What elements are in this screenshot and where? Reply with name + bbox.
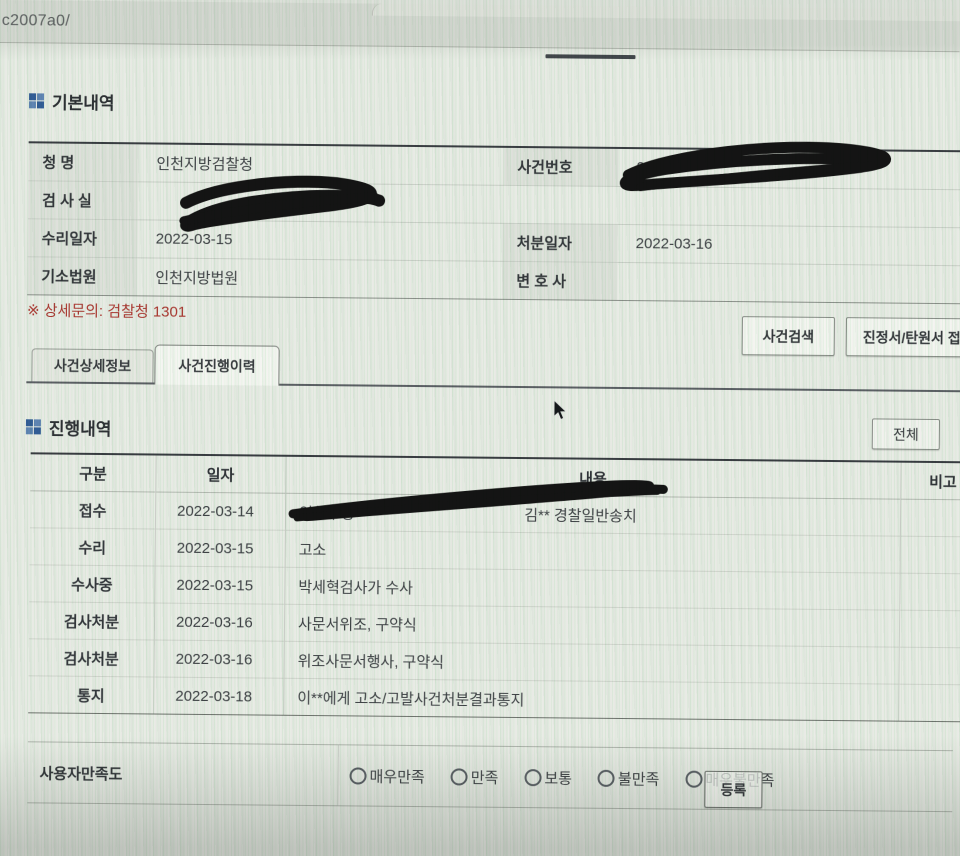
- progress-row: 통지 2022-03-18 이**에게 고소/고발사건처분결과통지: [28, 676, 960, 721]
- url-bar[interactable]: c2007a0/: [1, 12, 71, 30]
- row-date: 2022-03-15: [176, 539, 254, 557]
- row-type: 수사중: [71, 576, 113, 594]
- radio-label: 보통: [544, 769, 573, 788]
- disposition-date-label: 처분일자: [502, 223, 618, 262]
- col-content: 내용: [579, 470, 607, 488]
- contact-note: ※ 상세문의: 검찰청 1301: [26, 302, 187, 321]
- row-date: 2022-03-16: [175, 650, 253, 668]
- row-content: 이**에게 고소/고발사건처분결과통지: [297, 689, 525, 709]
- basic-title-text: 기본내역: [51, 93, 115, 114]
- dark-dash: [545, 54, 636, 60]
- satisfaction-row: 사용자만족도 매우만족 만족 보통 불만족: [27, 741, 953, 813]
- receipt-date-value: 2022-03-15: [155, 230, 233, 249]
- row-content-start: 인천부평: [299, 504, 355, 522]
- tab-case-detail[interactable]: 사건상세정보: [31, 348, 154, 383]
- case-no-value: 202: [618, 141, 960, 192]
- radio-circle-icon[interactable]: [524, 768, 542, 786]
- section-grid-icon-2: [25, 419, 41, 435]
- progress-table: 구분 일자 내용 비고 접수 2022-03-14 인천부평 김** 경찰일반송…: [28, 452, 960, 723]
- receipt-date-label: 수리일자: [27, 219, 138, 258]
- radio-circle-icon[interactable]: [450, 767, 468, 786]
- radio-label: 만족: [470, 769, 499, 787]
- disposition-date-value: 2022-03-16: [635, 235, 713, 253]
- basic-section-title: 기본내역: [28, 88, 115, 114]
- row-type: 수리: [78, 539, 107, 557]
- progress-section-title: 진행내역: [25, 414, 112, 440]
- case-no-visible-text: 202: [636, 159, 662, 177]
- mouse-cursor: [553, 399, 568, 420]
- court-value: 인천지방법원: [155, 269, 239, 288]
- row-content-end: 김** 경찰일반송치: [524, 506, 637, 525]
- row-content: 인천부평 김** 경찰일반송치: [285, 480, 900, 536]
- row-type: 통지: [76, 687, 105, 705]
- case-no-label: 사건번호: [503, 147, 619, 186]
- radio-label: 매우만족: [369, 768, 425, 786]
- row-date: 2022-03-14: [177, 502, 254, 520]
- radio-neutral[interactable]: 보통: [524, 767, 572, 788]
- office-label: 검 사 실: [27, 181, 139, 220]
- section-grid-icon: [28, 93, 45, 109]
- row-date: 2022-03-15: [176, 576, 254, 594]
- radio-circle-icon[interactable]: [685, 770, 703, 788]
- case-search-button[interactable]: 사건검색: [741, 316, 835, 357]
- all-button[interactable]: 전체: [871, 418, 941, 451]
- row-note-cell: [899, 574, 960, 611]
- petition-button[interactable]: 진정서/탄원서 접: [845, 317, 960, 359]
- row-content: 박세혁검사가 수사: [298, 578, 414, 597]
- radio-dissatisfied[interactable]: 불만족: [597, 767, 660, 789]
- row-note-cell: [900, 537, 960, 574]
- col-note: 비고: [929, 473, 957, 491]
- basic-info-table: 청 명 인천지방검찰청 사건번호 202 검 사 실: [27, 141, 960, 305]
- court-label: 기소법원: [27, 257, 138, 296]
- row-content: 사문서위조, 구약식: [297, 615, 417, 634]
- row-note-cell: [898, 648, 960, 685]
- satisfaction-label: 사용자만족도: [39, 764, 123, 783]
- submit-button[interactable]: 등록: [704, 770, 763, 809]
- row-date: 2022-03-18: [175, 687, 253, 705]
- row-type: 검사처분: [63, 650, 119, 668]
- agency-label: 청 명: [28, 143, 139, 182]
- row-note-cell: [899, 611, 960, 648]
- lawyer-label: 변 호 사: [502, 261, 618, 300]
- col-type: 구분: [79, 465, 107, 483]
- lawyer-value: [617, 263, 960, 303]
- row-type: 접수: [78, 502, 107, 520]
- row-note-cell: [900, 500, 960, 537]
- radio-circle-icon[interactable]: [349, 766, 367, 785]
- radio-label: 불만족: [617, 770, 660, 788]
- tab-case-history[interactable]: 사건진행이력: [154, 344, 280, 386]
- agency-value: 인천지방검찰청: [156, 155, 254, 174]
- row-note-cell: [898, 685, 960, 722]
- office-value: [138, 175, 503, 232]
- row-content: 고소: [298, 541, 327, 559]
- progress-title-text: 진행내역: [48, 419, 112, 440]
- row-date: 2022-03-16: [175, 613, 253, 631]
- radio-satisfied[interactable]: 만족: [450, 766, 499, 787]
- radio-very-satisfied[interactable]: 매우만족: [349, 765, 425, 787]
- row-type: 검사처분: [63, 613, 120, 631]
- basic-row-4: 기소법원 인천지방법원 변 호 사: [27, 257, 960, 303]
- radio-circle-icon[interactable]: [597, 769, 616, 787]
- col-date: 일자: [206, 466, 235, 484]
- row-content: 위조사문서행사, 구약식: [297, 652, 445, 671]
